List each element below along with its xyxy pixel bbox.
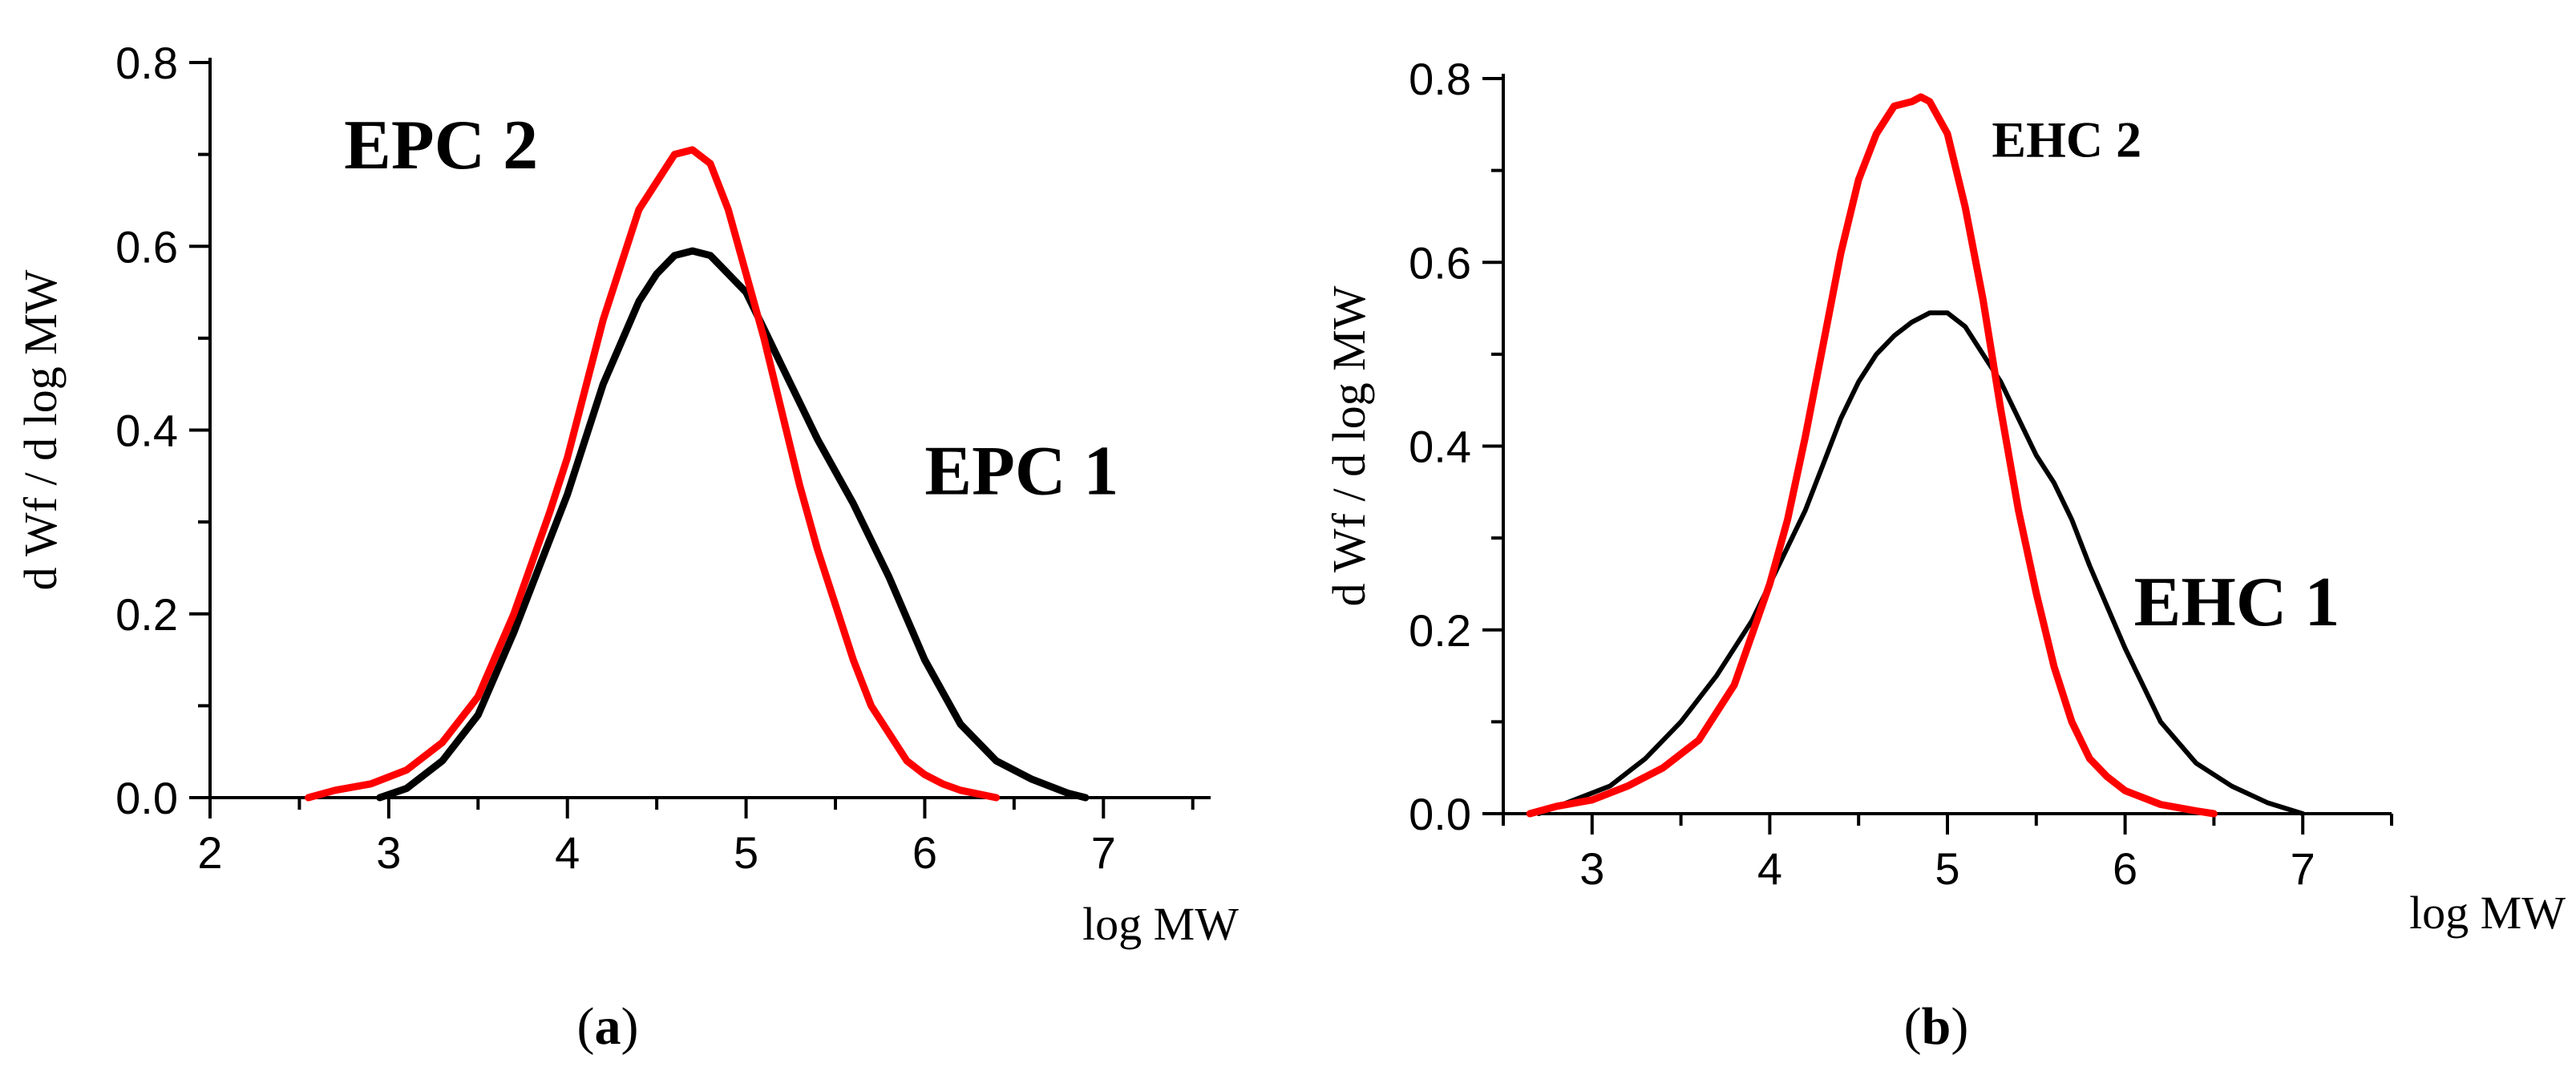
x-tick-label: 3 [376,827,401,878]
x-tick-label: 4 [555,827,580,878]
caption-open-paren: ( [577,997,595,1056]
y-tick-label: 0.8 [115,38,178,88]
series-label-ehc-1: EHC 1 [2134,564,2340,641]
y-tick-label: 0.2 [1409,605,1471,656]
caption-close-paren: ) [621,997,639,1056]
panel-caption: (b) [1904,997,1969,1056]
x-tick-label: 5 [734,827,758,878]
y-tick-label: 0.6 [115,221,178,272]
x-tick-label: 6 [2113,843,2137,894]
x-tick-label: 2 [197,827,222,878]
caption-close-paren: ) [1951,997,1968,1056]
x-tick-label: 3 [1579,843,1604,894]
y-tick-label: 0.6 [1409,237,1471,288]
panel-caption: (a) [577,997,639,1056]
x-tick-label: 4 [1757,843,1782,894]
x-axis-title: log MW [2409,887,2566,939]
y-axis-title: d Wf / d log MW [14,269,67,590]
series-line-epc-1 [376,247,1090,802]
x-tick-label: 7 [1091,827,1116,878]
series-label-epc-2: EPC 2 [344,107,538,184]
caption-letter: b [1922,997,1951,1056]
y-tick-label: 0.2 [115,589,178,640]
caption-open-paren: ( [1904,997,1922,1056]
x-tick-label: 5 [1935,843,1959,894]
chart-panel-b: 0.0 0.2 0.4 0.6 0.8 3 4 5 6 7 d Wf / d log MW log M… [1323,54,2566,1056]
x-tick-label: 6 [912,827,937,878]
y-tick-label: 0.8 [1409,54,1471,104]
chart-panel-a: 0.0 0.2 0.4 0.6 0.8 2 3 4 5 6 7 d Wf / d log MW log … [14,38,1239,1056]
y-tick-label: 0.0 [115,773,178,823]
x-tick-label: 7 [2291,843,2315,894]
series-line-ehc-2 [1526,93,2218,818]
y-tick-label: 0.4 [1409,422,1471,472]
y-tick-label: 0.4 [115,406,178,456]
series-label-ehc-2: EHC 2 [1992,111,2141,168]
caption-letter: a [595,997,621,1056]
x-axis-title: log MW [1082,898,1239,950]
series-label-epc-1: EPC 1 [924,433,1118,511]
series-line-epc-2 [305,146,1001,802]
y-tick-label: 0.0 [1409,789,1471,839]
y-axis-title: d Wf / d log MW [1323,285,1375,606]
series-line-ehc-1 [1536,310,2306,816]
